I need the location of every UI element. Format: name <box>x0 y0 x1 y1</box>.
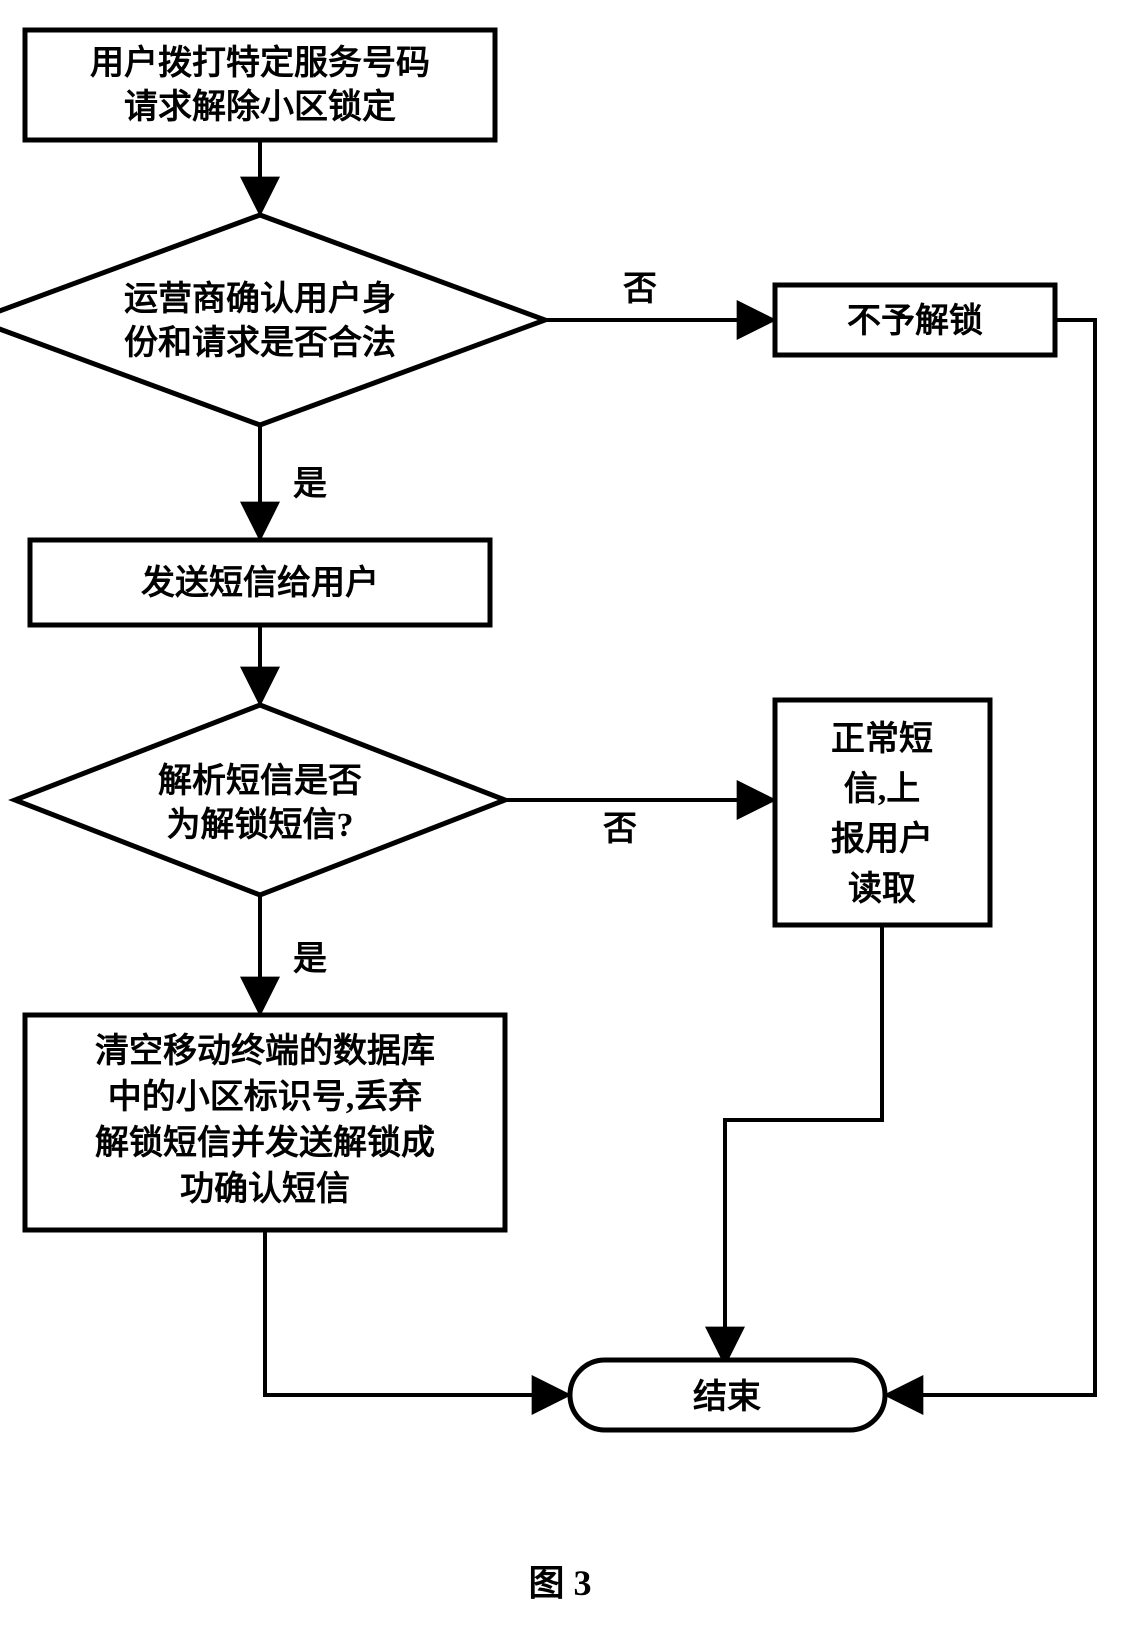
node-normal-line4: 读取 <box>848 870 916 908</box>
svg-text:份和请求是否合法: 份和请求是否合法 <box>124 324 396 362</box>
figure-caption: 图 3 <box>528 1563 591 1603</box>
node-clear-line2: 中的小区标识号,丢弃 <box>108 1077 423 1116</box>
svg-text:读取: 读取 <box>848 870 916 908</box>
svg-text:不予解锁: 不予解锁 <box>847 302 983 340</box>
svg-text:用户拨打特定服务号码: 用户拨打特定服务号码 <box>90 44 430 82</box>
label-d2-yes: 是 <box>293 941 327 978</box>
node-normal-line2: 信,上 <box>844 770 921 808</box>
node-start-line2: 请求解除小区锁定 <box>124 87 396 126</box>
node-start-line1: 用户拨打特定服务号码 <box>90 44 430 82</box>
svg-text:解析短信是否: 解析短信是否 <box>158 762 362 800</box>
svg-text:运营商确认用户身: 运营商确认用户身 <box>124 280 396 318</box>
svg-text:中的小区标识号,丢弃: 中的小区标识号,丢弃 <box>108 1077 423 1116</box>
svg-text:正常短: 正常短 <box>831 720 933 758</box>
svg-text:为解锁短信?: 为解锁短信? <box>167 806 354 844</box>
node-normal-line1: 正常短 <box>831 720 933 758</box>
node-sendsms-line1: 发送短信给用户 <box>141 564 379 602</box>
svg-text:清空移动终端的数据库: 清空移动终端的数据库 <box>95 1032 435 1070</box>
node-clear-line3: 解锁短信并发送解锁成 <box>95 1124 435 1162</box>
node-nounlock-line1: 不予解锁 <box>847 302 983 340</box>
node-clear-line1: 清空移动终端的数据库 <box>95 1032 435 1070</box>
svg-text:解锁短信并发送解锁成: 解锁短信并发送解锁成 <box>95 1124 435 1162</box>
svg-text:结束: 结束 <box>693 1378 761 1416</box>
node-d1-line1: 运营商确认用户身 <box>124 280 396 318</box>
svg-text:信,上: 信,上 <box>844 770 921 808</box>
svg-text:功确认短信: 功确认短信 <box>180 1170 350 1208</box>
node-decision2 <box>15 705 505 895</box>
flowchart: 用户拨打特定服务号码 请求解除小区锁定 运营商确认用户身 份和请求是否合法 否 … <box>0 0 1147 1643</box>
label-d1-yes: 是 <box>293 466 327 503</box>
svg-text:请求解除小区锁定: 请求解除小区锁定 <box>124 87 396 126</box>
label-d1-no: 否 <box>623 271 657 308</box>
svg-text:报用户: 报用户 <box>831 820 933 858</box>
node-clear-line4: 功确认短信 <box>180 1170 350 1208</box>
node-d2-line1: 解析短信是否 <box>158 762 362 800</box>
label-d2-no: 否 <box>603 811 637 848</box>
node-d2-line2: 为解锁短信? <box>167 806 354 844</box>
node-d1-line2: 份和请求是否合法 <box>124 324 396 362</box>
node-end-line1: 结束 <box>693 1378 761 1416</box>
node-normal-line3: 报用户 <box>831 820 933 858</box>
svg-text:发送短信给用户: 发送短信给用户 <box>141 564 379 602</box>
node-decision1 <box>0 215 545 425</box>
